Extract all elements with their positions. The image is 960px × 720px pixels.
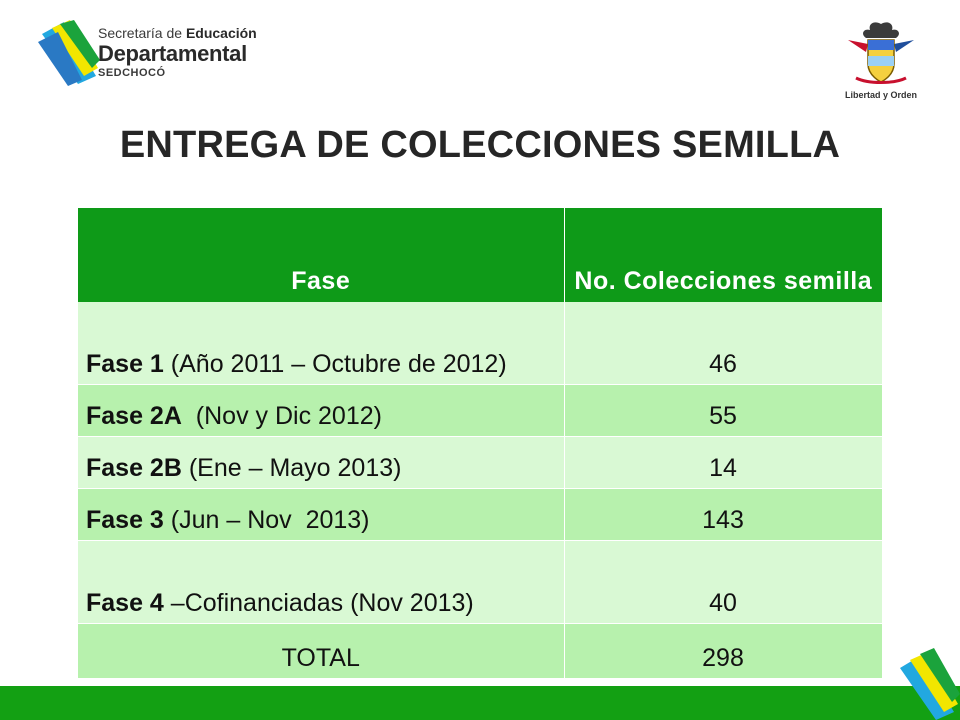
org-line3: SEDCHOCÓ: [98, 67, 166, 79]
page-title: ENTREGA DE COLECCIONES SEMILLA: [119, 124, 841, 166]
footer-bar: [0, 686, 960, 720]
count-cell: 143: [564, 488, 883, 541]
table-row: Fase 3 (Jun – Nov 2013) 143: [78, 488, 883, 541]
total-value: 298: [564, 623, 883, 679]
total-label: TOTAL: [78, 623, 565, 679]
phase-cell: Fase 3 (Jun – Nov 2013): [78, 488, 565, 541]
org-name: Secretaría de Educación Departamental SE…: [98, 24, 257, 80]
phase-cell: Fase 2B (Ene – Mayo 2013): [78, 436, 565, 489]
phase-cell: Fase 1 (Año 2011 – Octubre de 2012): [78, 302, 565, 385]
header-phase: Fase: [78, 208, 565, 302]
count-cell: 40: [564, 540, 883, 624]
count-cell: 46: [564, 302, 883, 385]
stripes-logo-icon: [38, 20, 100, 86]
coat-of-arms: Libertad y Orden: [838, 18, 924, 100]
count-cell: 14: [564, 436, 883, 489]
count-cell: 55: [564, 384, 883, 437]
table-row: Fase 2B (Ene – Mayo 2013) 14: [78, 436, 883, 489]
table-row: Fase 4 –Cofinanciadas (Nov 2013) 40: [78, 540, 883, 624]
table-total-row: TOTAL 298: [78, 623, 883, 679]
table-row: Fase 2A (Nov y Dic 2012) 55: [78, 384, 883, 437]
table-row: Fase 1 (Año 2011 – Octubre de 2012) 46: [78, 302, 883, 385]
secretaria-logo: Secretaría de Educación Departamental SE…: [38, 20, 288, 90]
header-count: No. Colecciones semilla: [564, 208, 882, 302]
seal-caption: Libertad y Orden: [844, 90, 917, 100]
phase-cell: Fase 2A (Nov y Dic 2012): [78, 384, 565, 437]
table-header-row: Fase No. Colecciones semilla: [78, 208, 882, 302]
phase-cell: Fase 4 –Cofinanciadas (Nov 2013): [78, 540, 565, 624]
coat-of-arms-icon: [848, 22, 914, 84]
org-line1: Secretaría de Educación: [98, 25, 257, 41]
org-line2: Departamental: [98, 41, 247, 66]
collections-table: Fase No. Colecciones semilla Fase 1 (Año…: [78, 208, 883, 679]
corner-stripes-icon: [900, 648, 960, 720]
